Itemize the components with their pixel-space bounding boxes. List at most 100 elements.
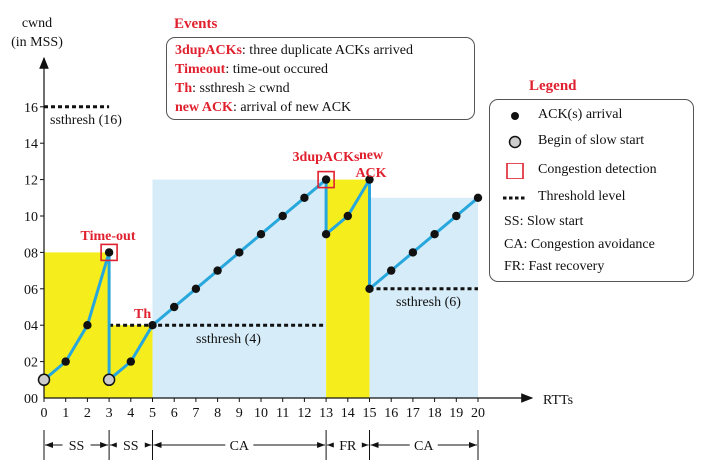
- event-item: new ACK: arrival of new ACK: [175, 98, 466, 117]
- event-item: Timeout: time-out occured: [175, 60, 466, 79]
- ack-point: [235, 248, 244, 257]
- newack-label-1: new: [359, 148, 384, 163]
- x-tick-label: 14: [341, 406, 355, 421]
- slow-start-point: [102, 373, 116, 387]
- ack-point: [430, 230, 439, 239]
- y-tick-label: 04: [24, 319, 38, 334]
- ack-point: [343, 211, 352, 221]
- ssthresh-16-label: ssthresh (16): [50, 113, 122, 128]
- x-tick-label: 19: [449, 406, 463, 421]
- ack-point: [387, 266, 396, 275]
- slow-start-region: [44, 252, 110, 398]
- legend-item-congestion: Congestion detection: [490, 160, 695, 182]
- ack-point: [452, 211, 461, 221]
- event-key: Timeout: [175, 62, 226, 77]
- legend-item-threshold: Threshold level: [490, 187, 695, 209]
- ack-point: [408, 248, 418, 257]
- x-tick-label: 2: [84, 406, 91, 421]
- legend-item-ca: CA: Congestion avoidance: [490, 235, 695, 257]
- congestion-avoidance-region: [369, 197, 478, 398]
- phase-label-bg: [225, 436, 254, 454]
- ack-point: [191, 284, 201, 293]
- slow-start-point: [37, 373, 51, 387]
- ack-point: [61, 357, 70, 366]
- legend-label: Begin of slow start: [538, 133, 645, 148]
- ack-point: [278, 211, 287, 221]
- cwnd-line: [43, 178, 479, 382]
- event-key: Th: [175, 81, 193, 96]
- x-tick-label: 18: [428, 406, 442, 421]
- event-item: Th: ssthresh ≥ cwnd: [175, 79, 466, 98]
- x-tick-label: 8: [214, 406, 221, 421]
- event-text: : arrival of new ACK: [232, 100, 352, 115]
- legend-label: Threshold level: [538, 189, 626, 204]
- ack-point: [148, 321, 157, 330]
- legend-label: ACK(s) arrival: [538, 107, 623, 122]
- congestion-marker: [317, 170, 335, 189]
- y-tick-label: 00: [24, 392, 38, 407]
- legend-item-ss: SS: Slow start: [490, 212, 695, 234]
- x-axis-label: RTTs: [543, 393, 573, 408]
- legend-label: FR: Fast recovery: [504, 259, 605, 274]
- legend-item-slow-start: Begin of slow start: [490, 131, 695, 153]
- y-tick-label: 14: [24, 137, 38, 152]
- legend-label: Congestion detection: [538, 162, 657, 177]
- x-tick-label: 5: [149, 406, 156, 421]
- event-text: : three duplicate ACKs arrived: [241, 43, 413, 58]
- th-label: Th: [134, 307, 151, 322]
- slow-start-circle-icon: [508, 135, 522, 149]
- ack-point: [256, 230, 266, 239]
- event-text: : time-out occured: [225, 62, 328, 77]
- x-tick-label: 10: [254, 406, 268, 421]
- ssthresh-4-label: ssthresh (4): [196, 332, 261, 347]
- phase-label: FR: [339, 439, 357, 454]
- x-tick-label: 12: [297, 406, 311, 421]
- event-item: 3dupACKs: three duplicate ACKs arrived: [175, 41, 466, 60]
- x-tick-label: 1: [62, 406, 69, 421]
- ack-point: [126, 357, 135, 366]
- phase-label: SS: [69, 439, 85, 454]
- y-tick-label: 02: [24, 356, 38, 371]
- event-text: : ssthresh ≥ cwnd: [192, 81, 290, 96]
- phase-label-bg: [62, 436, 91, 454]
- ack-point: [365, 175, 374, 184]
- congestion-marker: [100, 243, 118, 262]
- ack-point: [365, 284, 374, 293]
- ack-point: [83, 321, 92, 330]
- x-tick-label: 3: [106, 406, 113, 421]
- congestion-avoidance-region: [152, 179, 327, 398]
- y-tick-label: 06: [24, 283, 38, 298]
- events-box: 3dupACKs: three duplicate ACKs arrived T…: [166, 37, 475, 120]
- ack-point: [170, 302, 179, 312]
- legend-item-fr: FR: Fast recovery: [490, 257, 695, 279]
- x-tick-label: 9: [236, 406, 243, 421]
- ack-dot-icon: [511, 112, 519, 120]
- congestion-square-icon: [506, 163, 524, 179]
- newack-label-2: ACK: [355, 166, 386, 181]
- x-tick-label: 11: [276, 406, 289, 421]
- ack-point: [300, 193, 309, 202]
- y-axis-unit: (in MSS): [11, 35, 63, 50]
- cwnd-trace: [43, 178, 479, 382]
- x-ticks: 0 1 2 3 4 5 6 7 8 9 10 11 12 13 14 15 16 17 18 19 20: [41, 398, 485, 421]
- x-tick-label: 13: [319, 406, 333, 421]
- ack-point: [321, 175, 331, 184]
- threshold-dash-icon: [503, 196, 527, 200]
- timeout-label: Time-out: [81, 229, 136, 244]
- phase-label-bg: [333, 436, 362, 454]
- ack-point: [104, 248, 114, 257]
- y-axis-label: cwnd: [22, 16, 52, 31]
- y-tick-label: 08: [24, 246, 38, 261]
- legend-label: SS: Slow start: [504, 214, 584, 229]
- phase-brackets: SS SS CA FR CA: [43, 430, 479, 460]
- ssthresh-6-label: ssthresh (6): [396, 295, 461, 310]
- phase-label-bg: [409, 436, 438, 454]
- x-tick-label: 17: [406, 406, 420, 421]
- legend-item-ack: ACK(s) arrival: [490, 105, 695, 127]
- event-key: new ACK: [175, 100, 233, 115]
- ack-point: [321, 230, 331, 239]
- x-tick-label: 15: [363, 406, 377, 421]
- phase-label: CA: [414, 439, 434, 454]
- y-tick-label: 16: [24, 101, 38, 116]
